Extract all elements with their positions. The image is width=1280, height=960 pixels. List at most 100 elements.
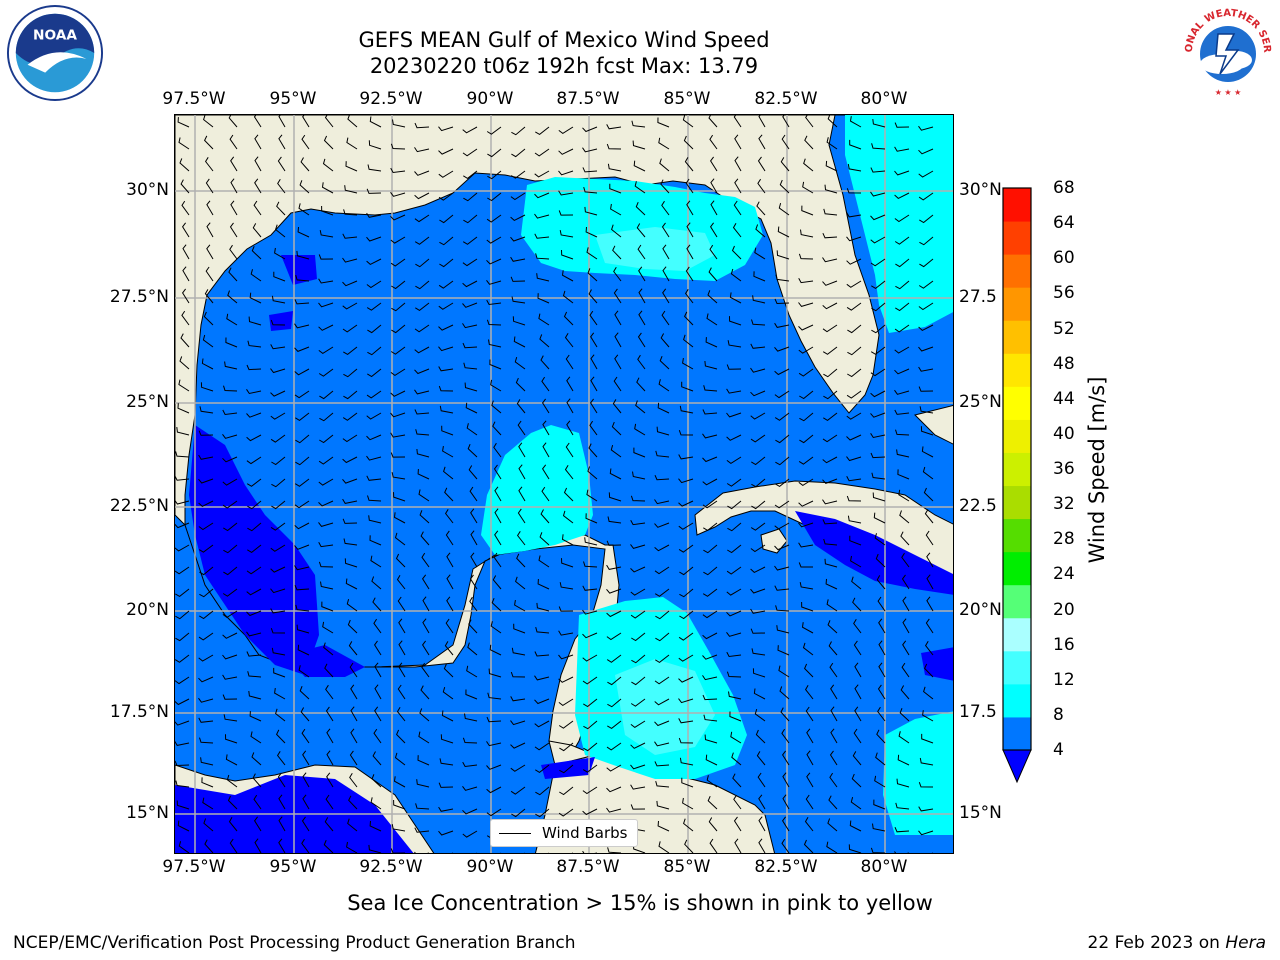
colorbar-tick-label: 8: [1053, 704, 1064, 725]
colorbar-tick-label: 52: [1053, 318, 1075, 339]
wind-barb: [246, 566, 262, 575]
wind-barb: [541, 464, 550, 480]
wind-barb: [342, 257, 358, 263]
wind-barb: [898, 489, 910, 502]
wind-barb: [278, 838, 286, 853]
wind-barb: [559, 742, 574, 752]
wind-barb: [895, 802, 910, 810]
wind-barb: [654, 720, 670, 727]
wind-barb: [823, 368, 838, 378]
wind-barb: [198, 654, 214, 662]
wind-barb: [822, 519, 838, 525]
wind-barb: [270, 368, 286, 374]
colorbar-band: [1003, 551, 1031, 586]
wind-barb: [918, 782, 934, 788]
wind-barb: [253, 794, 262, 810]
colorbar: [1002, 187, 1032, 784]
colorbar-band: [1003, 617, 1031, 652]
wind-barb: [390, 214, 406, 221]
wind-barb: [368, 844, 382, 853]
wind-barb: [206, 244, 214, 260]
wind-barb: [734, 178, 742, 194]
wind-barb: [853, 640, 862, 656]
wind-barb: [228, 817, 238, 832]
lon-tick-label: 92.5°W: [359, 857, 423, 877]
colorbar-tick-label: 32: [1053, 494, 1075, 515]
wind-barb: [900, 531, 910, 546]
wind-barb: [510, 276, 526, 282]
wind-barb: [270, 608, 286, 614]
wind-barb: [679, 757, 694, 766]
wind-barb: [609, 183, 622, 194]
wind-barb: [874, 533, 886, 546]
wind-barb: [584, 537, 598, 546]
wind-barb: [655, 450, 670, 458]
colorbar-band: [1003, 584, 1031, 619]
wind-barb: [222, 674, 238, 680]
wind-barb: [277, 178, 286, 194]
wind-barb: [179, 158, 190, 172]
wind-barb: [516, 553, 526, 568]
wind-barb: [918, 386, 934, 392]
wind-barb: [230, 200, 238, 216]
wind-barb: [534, 675, 550, 681]
wind-barb: [582, 147, 598, 153]
wind-barb: [726, 671, 742, 678]
wind-barb: [633, 160, 646, 172]
wind-barb: [799, 582, 814, 590]
wind-barb: [199, 406, 214, 414]
wind-barb: [613, 376, 622, 392]
wind-barb: [774, 412, 790, 421]
wind-barb: [631, 654, 646, 664]
wind-barb: [774, 544, 790, 551]
wind-barb: [758, 134, 766, 150]
wind-barb: [366, 412, 382, 420]
wind-barb: [582, 126, 598, 133]
wind-barb: [470, 552, 478, 568]
wind-barb: [446, 596, 454, 612]
wind-barb: [899, 510, 910, 524]
wind-barb: [198, 522, 214, 531]
wind-barb: [827, 620, 838, 634]
wind-barb: [462, 808, 478, 815]
wind-barb: [851, 576, 862, 590]
wind-barb: [726, 388, 742, 394]
wind-barb: [901, 662, 910, 678]
colorbar-tick-label: 12: [1053, 669, 1075, 690]
wind-barb: [486, 764, 502, 770]
wind-barb: [775, 274, 790, 282]
footer-date: 22 Feb 2023 on Hera: [1088, 932, 1266, 954]
wind-barb: [177, 117, 190, 128]
wind-barb: [302, 794, 310, 810]
wind-barb: [416, 448, 430, 458]
wind-barb: [372, 597, 382, 612]
wind-barb: [366, 258, 382, 265]
wind-barb: [489, 644, 502, 656]
lon-tick-label: 87.5°W: [556, 857, 620, 877]
wind-barb: [222, 694, 238, 700]
wind-barb: [707, 290, 718, 304]
wind-barb: [894, 827, 910, 833]
wind-barb: [518, 486, 526, 502]
wind-barb: [558, 210, 574, 216]
wind-barb: [702, 409, 718, 415]
wind-barb: [271, 456, 286, 466]
wind-barb: [589, 398, 598, 414]
wind-barb: [894, 192, 910, 200]
wind-barb: [298, 203, 310, 216]
wind-barb: [561, 249, 574, 260]
wind-barb: [230, 178, 238, 194]
wind-barb: [780, 707, 790, 722]
wind-barb: [462, 236, 478, 245]
wind-barb: [524, 852, 525, 853]
land-bahamas: [914, 404, 953, 445]
wind-barb: [823, 390, 838, 400]
wind-barb: [702, 478, 718, 486]
wind-barb: [414, 214, 430, 223]
wind-barb: [343, 390, 358, 400]
wind-barb: [921, 733, 934, 744]
wind-barb: [247, 522, 262, 532]
wind-barb: [486, 786, 502, 794]
wind-barb: [367, 495, 382, 502]
wind-speed-map[interactable]: Wind Barbs: [174, 114, 954, 854]
